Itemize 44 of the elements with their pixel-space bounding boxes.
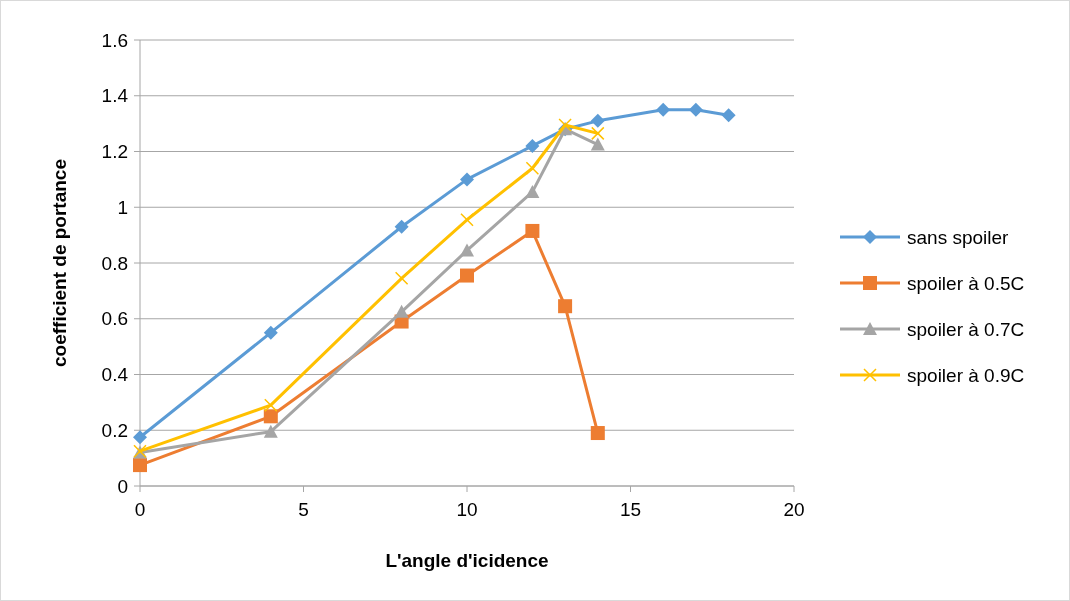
point xyxy=(263,325,278,340)
point xyxy=(590,426,605,441)
point xyxy=(590,113,605,128)
point xyxy=(394,304,409,318)
y-tick-label: 1.2 xyxy=(101,141,128,163)
point xyxy=(558,118,572,132)
point xyxy=(558,299,573,314)
point xyxy=(525,138,540,153)
point xyxy=(460,172,474,187)
point xyxy=(263,409,278,424)
y-tick-label: 1.4 xyxy=(101,85,129,107)
x-tick-label: 0 xyxy=(134,499,146,520)
point xyxy=(263,424,278,438)
point xyxy=(590,137,605,151)
point xyxy=(460,213,474,227)
legend-label: spoiler à 0.5C xyxy=(907,272,1025,294)
point xyxy=(264,398,278,412)
point xyxy=(721,108,736,123)
y-tick-label: 0.8 xyxy=(101,252,128,274)
x-tick-label: 15 xyxy=(619,499,642,520)
y-axis-title: coefficient de portance xyxy=(49,159,70,367)
y-tick-label: 0.4 xyxy=(101,364,129,386)
point xyxy=(133,430,147,445)
legend-label: sans spoiler xyxy=(907,226,1010,248)
point xyxy=(133,458,147,473)
point xyxy=(460,268,474,283)
x-tick-label: 10 xyxy=(456,499,478,520)
point xyxy=(688,102,703,117)
point xyxy=(460,243,474,257)
x-axis-title: L'angle d'icidence xyxy=(385,550,549,571)
y-tick-label: 0.6 xyxy=(101,308,128,330)
y-tick-label: 1.6 xyxy=(101,29,128,51)
point xyxy=(525,223,540,238)
point xyxy=(394,219,409,234)
point xyxy=(591,126,605,141)
legend-label: spoiler à 0.9C xyxy=(907,364,1025,386)
point xyxy=(656,102,671,117)
y-tick-label: 0 xyxy=(117,475,128,497)
y-tick-label: 0.2 xyxy=(101,419,128,441)
x-tick-label: 20 xyxy=(783,499,805,520)
x-tick-label: 5 xyxy=(298,499,309,520)
point xyxy=(525,184,540,198)
legend-label: spoiler à 0.7C xyxy=(907,318,1025,340)
y-tick-label: 1 xyxy=(117,196,128,218)
